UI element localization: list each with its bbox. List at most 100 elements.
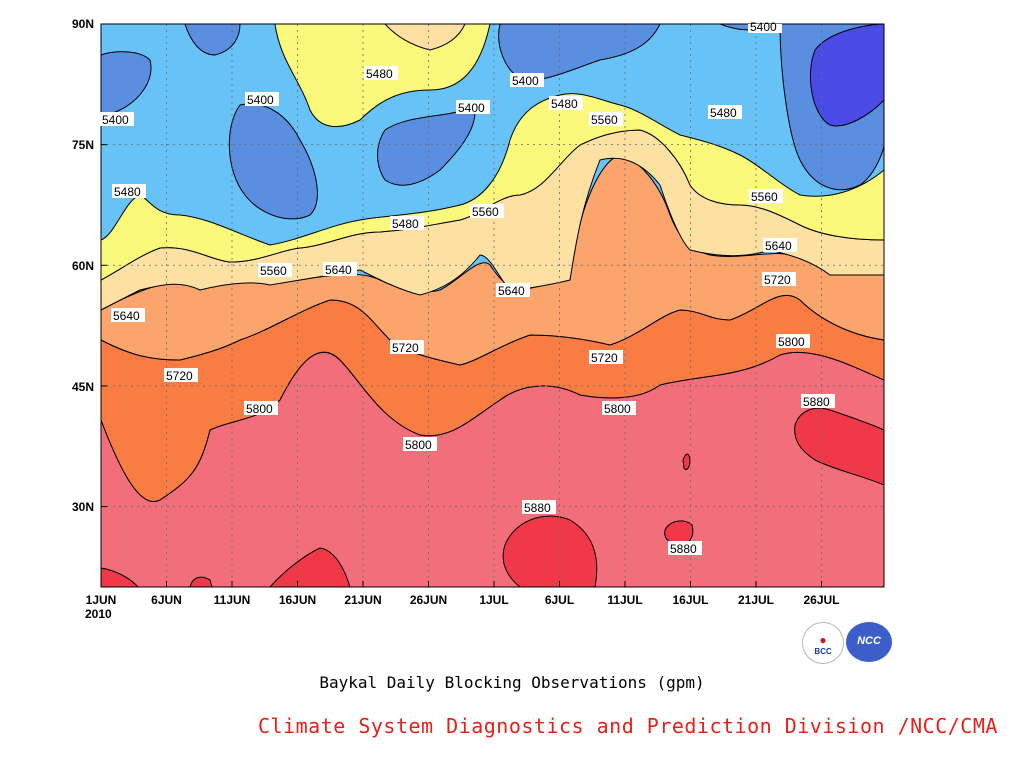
contour-label-5560d: 5560 (749, 189, 783, 204)
band-below-5320 (809, 24, 884, 127)
svg-text:5480: 5480 (710, 106, 737, 120)
contour-label-5560a: 5560 (258, 263, 292, 278)
x-tick-label: 11JUL (607, 593, 643, 607)
x-tick-label: 26JUL (803, 593, 840, 607)
svg-text:5800: 5800 (405, 438, 432, 452)
x-tick-label: 16JUL (672, 593, 709, 607)
x-tick-label: 11JUN (213, 593, 251, 607)
plot-frame (100, 23, 885, 588)
x-tick-label: 6JUN (151, 593, 182, 607)
svg-text:5640: 5640 (498, 284, 525, 298)
band-5480-5560 (101, 93, 884, 281)
svg-text:5400: 5400 (102, 113, 129, 127)
band-5560-5640-north (384, 24, 466, 51)
contour-label-5720c: 5720 (589, 350, 623, 365)
svg-text:5400: 5400 (512, 74, 539, 88)
band-5320-5400-e (498, 24, 661, 81)
svg-text:5880: 5880 (670, 542, 697, 556)
x-tick-label: 6JUL (544, 593, 575, 607)
svg-text:5720: 5720 (392, 341, 419, 355)
band-above-5880-d (682, 453, 691, 471)
svg-text:5880: 5880 (524, 501, 551, 515)
svg-text:5640: 5640 (325, 263, 352, 277)
band-above-5880-e (269, 547, 351, 587)
contour-label-5880a: 5880 (522, 500, 556, 515)
chart-title: Baykal Daily Blocking Observations (gpm) (319, 673, 705, 692)
svg-text:5400: 5400 (750, 20, 777, 34)
contour-label-5720a: 5720 (164, 368, 198, 383)
x-tick-label: 21JUN (344, 593, 382, 607)
contour-labels: 5400 5400 5400 5400 5400 5480 5480 5480 … (100, 20, 835, 556)
band-5320-5400-d (377, 109, 476, 186)
y-tick-60n: 60N (71, 259, 94, 273)
svg-text:5640: 5640 (765, 239, 792, 253)
svg-text:5480: 5480 (392, 217, 419, 231)
band-above-5880-a (502, 515, 598, 587)
contour-label-5800d: 5800 (776, 334, 810, 349)
y-tick-90n: 90N (71, 17, 94, 31)
contour-label-5400a: 5400 (100, 112, 134, 127)
x-tick-label: 21JUL (737, 593, 775, 607)
x-tick-label: 1JUN (85, 593, 117, 607)
contour-label-5400c: 5400 (456, 100, 490, 115)
contour-label-5880b: 5880 (668, 541, 702, 556)
svg-text:5800: 5800 (604, 402, 631, 416)
band-5320-5400-c (228, 103, 318, 220)
year-label: 2010 (85, 607, 112, 621)
gridlines (101, 24, 884, 587)
svg-text:5800: 5800 (246, 402, 273, 416)
contour-label-5480b: 5480 (364, 66, 398, 81)
y-tick-45n: 45N (71, 380, 94, 394)
contour-label-5880c: 5880 (801, 394, 835, 409)
svg-text:5560: 5560 (260, 264, 287, 278)
ncc-logo: NCC (846, 622, 892, 662)
svg-text:5400: 5400 (247, 93, 274, 107)
svg-text:5800: 5800 (778, 335, 805, 349)
contour-label-5720d: 5720 (762, 272, 796, 287)
contour-label-5560b: 5560 (470, 204, 504, 219)
bcc-logo: ● BCC (802, 622, 844, 664)
x-tick-label: 1JUL (479, 593, 509, 607)
contour-label-5640a: 5640 (111, 308, 145, 323)
band-above-5880-b (794, 407, 884, 486)
band-above-5880-c (664, 520, 694, 546)
x-tick-label: 26JUN (409, 593, 448, 607)
y-tick-75n: 75N (71, 138, 94, 152)
contour-label-5640d: 5640 (763, 238, 797, 253)
contour-label-5480a: 5480 (112, 184, 146, 199)
svg-text:5560: 5560 (751, 190, 778, 204)
contour-label-5480d: 5480 (549, 96, 583, 111)
svg-text:5480: 5480 (366, 67, 393, 81)
contour-label-5400e: 5400 (748, 20, 782, 34)
band-above-5880-f (101, 567, 139, 587)
y-tick-30n: 30N (71, 500, 94, 514)
credit-line: Climate System Diagnostics and Predictio… (258, 714, 998, 738)
band-5320-5400-b (184, 24, 241, 56)
axis-ticks (100, 23, 822, 587)
contour-label-5480c: 5480 (390, 216, 424, 231)
contour-label-5640b: 5640 (323, 262, 357, 277)
contour-label-5720b: 5720 (390, 340, 424, 355)
contour-label-5480e: 5480 (708, 105, 742, 120)
contour-label-5400d: 5400 (510, 73, 544, 88)
svg-text:5640: 5640 (113, 309, 140, 323)
svg-text:5480: 5480 (551, 97, 578, 111)
contour-label-5800c: 5800 (602, 401, 636, 416)
svg-text:5400: 5400 (458, 101, 485, 115)
svg-text:5560: 5560 (591, 113, 618, 127)
svg-text:5720: 5720 (166, 369, 193, 383)
band-above-5880-g (189, 576, 213, 587)
svg-text:5880: 5880 (803, 395, 830, 409)
contour-label-5800b: 5800 (403, 437, 437, 452)
svg-text:5720: 5720 (591, 351, 618, 365)
svg-text:5560: 5560 (472, 205, 499, 219)
contour-label-5640c: 5640 (496, 283, 530, 298)
svg-text:5720: 5720 (764, 273, 791, 287)
contour-label-5800a: 5800 (244, 401, 278, 416)
contour-label-5400b: 5400 (245, 92, 279, 107)
contour-label-5560c: 5560 (589, 112, 623, 127)
svg-text:5480: 5480 (114, 185, 141, 199)
x-tick-label: 16JUN (278, 593, 317, 607)
filled-contours (101, 24, 884, 587)
